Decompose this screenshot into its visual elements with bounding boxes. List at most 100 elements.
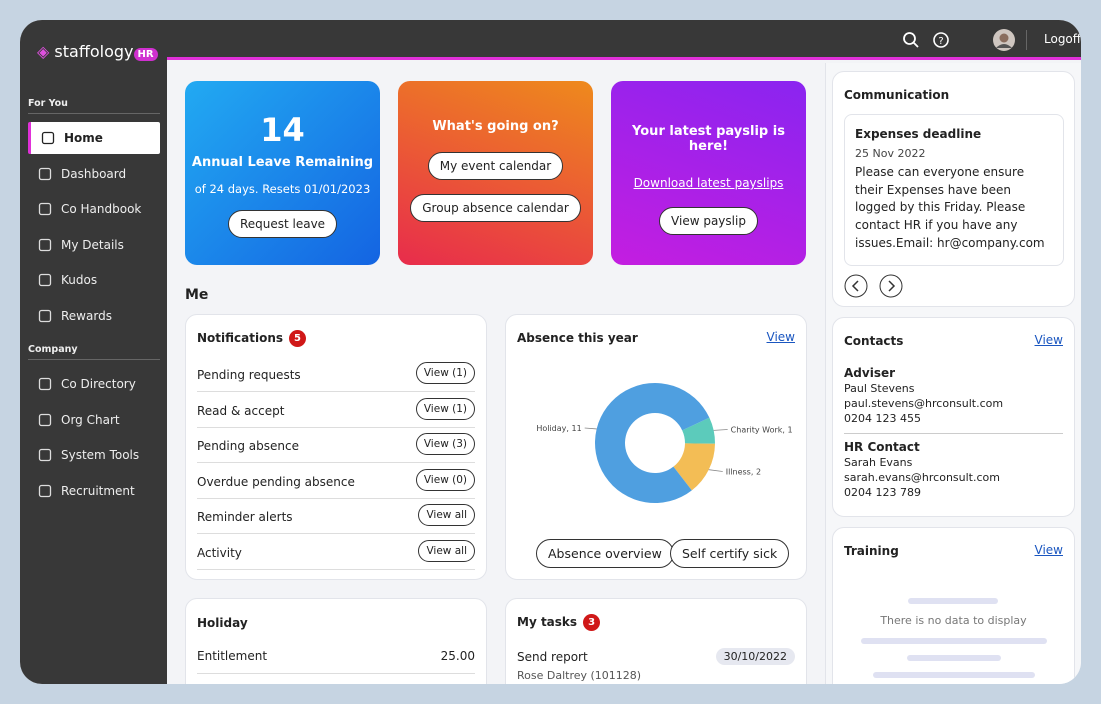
row-button[interactable]: View all: [418, 504, 475, 526]
request-leave-button[interactable]: Request leave: [227, 210, 338, 238]
row-label: Activity: [197, 545, 242, 560]
notification-row: Overdue pending absence View (0): [197, 464, 475, 499]
leave-subtitle: of 24 days. Resets 01/01/2023: [194, 182, 371, 196]
nav-icon: [38, 484, 52, 497]
row-button[interactable]: View (0): [415, 468, 475, 491]
slice-label: Holiday, 11: [536, 424, 581, 433]
view-payslip-button[interactable]: View payslip: [659, 207, 758, 235]
row-label: Pending absence: [197, 439, 299, 453]
nav-item[interactable]: Recruitment: [28, 475, 160, 507]
slice-label: Charity Work, 1: [731, 426, 793, 435]
holiday-card: Holiday Entitlement 25.00 Brought forward2…: [185, 598, 487, 684]
contact-phone: 0204 123 789: [844, 486, 921, 499]
card-title: Training: [844, 544, 899, 558]
communication-card: Communication Expenses deadline 25 Nov 2…: [832, 71, 1075, 307]
payslip-card: Your latest payslip is here! Download la…: [611, 81, 806, 265]
row-button[interactable]: View (3): [415, 433, 475, 455]
nav-item[interactable]: My Details: [28, 229, 160, 261]
nav-item[interactable]: Co Directory: [28, 368, 160, 400]
contact-role: Adviser: [844, 366, 896, 380]
nav-label: Co Handbook: [61, 202, 142, 216]
nav-item[interactable]: Org Chart: [28, 404, 160, 436]
empty-message: There is no data to display: [880, 614, 1027, 627]
nav-icon: [38, 448, 52, 462]
contact-role: HR Contact: [844, 440, 920, 454]
section-title: Me: [185, 287, 209, 303]
divider: [28, 113, 160, 114]
help-icon[interactable]: ?: [932, 31, 950, 49]
nav-item[interactable]: Home: [28, 122, 160, 154]
row-label: Read & accept: [197, 403, 285, 418]
brand-name: staffology: [54, 42, 134, 61]
logoff[interactable]: Logoff: [1044, 32, 1081, 46]
row-button[interactable]: View (1): [415, 397, 475, 420]
topbar: ? Logoff: [167, 20, 1081, 60]
brand-suffix: HR: [133, 48, 158, 61]
payslip-link[interactable]: Download latest payslips: [633, 176, 784, 190]
nav-item[interactable]: System Tools: [28, 439, 160, 471]
nav-icon: [38, 273, 52, 287]
absence-card: Absence this year View Charity Work, 1 Il…: [505, 314, 807, 580]
task-date: 30/10/2022: [715, 648, 795, 665]
nav-label: Kudos: [61, 273, 98, 287]
message-date: 25 Nov 2022: [855, 147, 926, 160]
nav-item[interactable]: Kudos: [28, 264, 160, 296]
card-title: Contacts: [844, 334, 904, 348]
nav-label: System Tools: [61, 448, 140, 462]
nav-icon: [38, 413, 52, 426]
task-person: Rose Daltrey (101128): [517, 669, 642, 682]
message-body: Please can everyone ensure their Expense…: [855, 165, 1045, 250]
event-button[interactable]: Group absence calendar: [410, 194, 581, 222]
view-link[interactable]: View: [1034, 333, 1063, 347]
row-label: Pending requests: [197, 368, 301, 382]
nav-item[interactable]: Rewards: [28, 300, 160, 332]
notification-row: Pending absence View (3): [197, 428, 475, 463]
leader-line: [713, 429, 728, 431]
row-button[interactable]: View (1): [415, 362, 475, 384]
contact: HR Contact Sarah Evans sarah.evans@hrconsu…: [844, 440, 1063, 508]
nav-icon: [38, 202, 52, 216]
event-button[interactable]: My event calendar: [427, 152, 564, 180]
row-value: 25.00: [440, 649, 475, 663]
nav-section-title: Company: [28, 344, 78, 355]
nav-label: Home: [64, 131, 103, 145]
nav-icon: [41, 131, 55, 145]
contact: Adviser Paul Stevens paul.stevens@hrconsul…: [844, 366, 1063, 434]
training-card: Training View There is no data to displa…: [832, 527, 1075, 684]
notifications-card: Notifications 5 Pending requests View (1) R…: [185, 314, 487, 580]
row-label: Overdue pending absence: [197, 474, 355, 489]
row-button[interactable]: View all: [418, 539, 475, 562]
holiday-row: Entitlement 25.00: [197, 639, 475, 674]
search-icon[interactable]: [902, 31, 920, 49]
donut-slice: [595, 383, 710, 503]
logo[interactable]: ◈ staffology HR: [37, 42, 158, 61]
payslip-title: Your latest payslip is here!: [632, 124, 785, 154]
nav-item[interactable]: Dashboard: [28, 158, 160, 190]
nav-icon: [38, 377, 52, 391]
events-card: What's going on? My event calendar Group…: [398, 81, 593, 265]
nav-icon: [38, 167, 52, 180]
leave-number: 14: [260, 111, 305, 149]
absence-button[interactable]: Self certify sick: [670, 539, 790, 568]
card-title: Absence this year: [517, 331, 638, 345]
nav-label: Rewards: [61, 308, 112, 323]
leave-title: Annual Leave Remaining: [191, 155, 374, 170]
nav-item[interactable]: Co Handbook: [28, 193, 160, 225]
absence-button[interactable]: Absence overview: [536, 539, 674, 568]
notification-row: Activity View all: [197, 535, 475, 570]
tasks-card: My tasks 3 Send report 30/10/2022 Rose Da…: [505, 598, 807, 684]
nav-icon: [38, 309, 52, 322]
card-title: Holiday: [197, 616, 248, 630]
task-title[interactable]: Send report: [517, 650, 588, 664]
pager[interactable]: [844, 274, 914, 298]
app-window: ◈ staffology HR For You Home Dashboard Co Ha…: [20, 20, 1081, 684]
view-link[interactable]: View: [766, 330, 795, 344]
nav-label: Co Directory: [61, 377, 136, 391]
message: Expenses deadline 25 Nov 2022 Please can…: [844, 114, 1064, 266]
avatar[interactable]: [992, 28, 1016, 52]
contact-email: sarah.evans@hrconsult.com: [844, 471, 1000, 484]
svg-text:?: ?: [938, 36, 943, 47]
slice-label: Illness, 2: [726, 467, 761, 476]
view-link[interactable]: View: [1034, 543, 1063, 557]
title-text: My tasks: [517, 615, 578, 629]
